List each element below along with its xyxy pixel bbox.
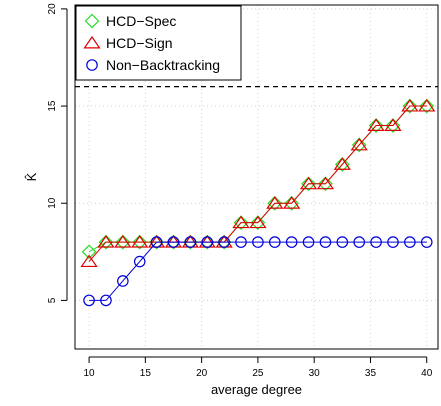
data-point: [131, 235, 149, 248]
data-point: [201, 236, 214, 248]
data-point: [319, 236, 332, 248]
data-point: [233, 215, 249, 231]
data-point: [80, 254, 98, 268]
data-point: [284, 195, 300, 211]
legend-label: HCD−Sign: [106, 35, 173, 51]
data-point: [404, 236, 416, 248]
data-point: [368, 118, 384, 133]
axes: 10 15 20 25 30 35 40 5 10 15 20: [47, 3, 433, 379]
data-point: [316, 176, 335, 190]
x-tick-label: 30: [309, 368, 321, 379]
data-point: [133, 255, 146, 268]
y-axis-label: K̂: [24, 172, 39, 181]
data-point: [184, 236, 197, 248]
data-point: [266, 196, 284, 209]
data-point: [232, 215, 250, 229]
data-point: [150, 236, 163, 248]
series-1: [80, 99, 436, 268]
data-point: [252, 236, 264, 248]
data-point: [384, 118, 402, 131]
y-tick-label: 10: [47, 197, 58, 209]
x-axis-label: average degree: [211, 382, 302, 397]
data-point: [250, 215, 266, 231]
data-point: [83, 294, 95, 307]
legend-label: HCD−Spec: [106, 13, 176, 29]
data-point: [370, 236, 382, 248]
x-tick-label: 35: [365, 368, 377, 379]
x-tick-label: 20: [196, 368, 208, 379]
x-tick-label: 10: [84, 368, 96, 379]
data-point: [132, 234, 148, 250]
data-point: [117, 275, 129, 287]
data-point: [114, 235, 132, 248]
data-point: [385, 118, 401, 133]
x-tick-label: 25: [252, 368, 264, 379]
data-point: [100, 294, 112, 307]
data-point: [167, 236, 180, 248]
data-point: [402, 98, 418, 114]
data-point: [115, 234, 131, 250]
data-point: [301, 176, 316, 192]
data-point: [98, 234, 114, 250]
data-point: [336, 236, 349, 248]
series-2: [83, 236, 433, 307]
y-tick-label: 5: [47, 297, 58, 303]
x-tick-label: 15: [140, 368, 152, 379]
x-tick-label: 40: [421, 368, 433, 379]
data-point: [420, 236, 433, 248]
data-point: [285, 236, 298, 248]
data-point: [268, 236, 281, 248]
series-line: [88, 105, 427, 262]
data-point: [334, 157, 350, 172]
data-point: [387, 236, 399, 248]
data-point: [367, 118, 385, 131]
data-point: [249, 215, 267, 229]
legend-marker: [86, 59, 98, 71]
data-point: [218, 236, 230, 248]
y-tick-label: 20: [47, 3, 58, 15]
data-point: [299, 176, 318, 190]
data-point: [267, 195, 283, 211]
data-point: [333, 157, 351, 170]
legend-marker: [84, 13, 100, 29]
data-point: [235, 236, 247, 248]
data-point: [353, 236, 366, 248]
legend-box: [75, 5, 242, 81]
data-point: [283, 196, 301, 209]
data-point: [419, 98, 435, 114]
plot-frame: [74, 4, 439, 350]
data-point: [350, 137, 368, 151]
data-point: [401, 99, 419, 112]
data-point: [418, 99, 436, 112]
series-layer: [80, 98, 436, 307]
data-point: [97, 235, 115, 248]
data-point: [318, 176, 333, 192]
data-point: [81, 244, 97, 260]
legend-label: Non−Backtracking: [106, 57, 220, 73]
legend-marker: [83, 35, 101, 49]
legend: HCD−Spec HCD−Sign Non−Backtracking: [75, 5, 242, 81]
y-tick-label: 15: [47, 100, 58, 112]
data-point: [302, 236, 315, 248]
data-point: [351, 137, 367, 153]
